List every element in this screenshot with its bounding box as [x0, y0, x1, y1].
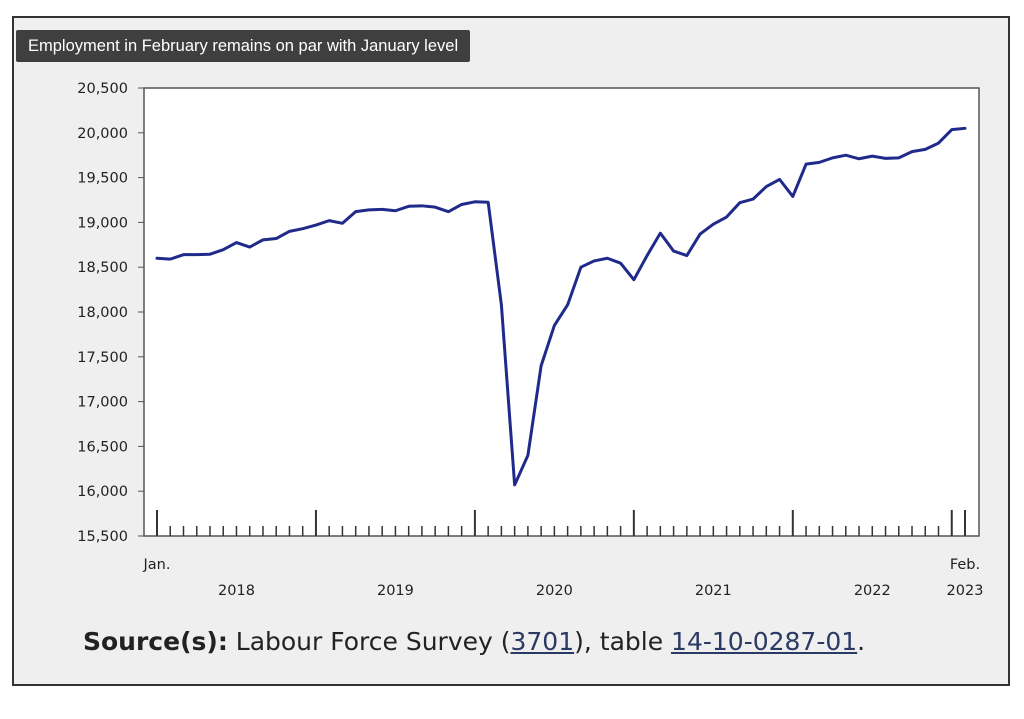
y-tick-label: 15,500 — [77, 529, 128, 545]
survey-link[interactable]: 3701 — [510, 627, 575, 656]
source-text-after: . — [857, 627, 866, 656]
x-axis — [156, 510, 966, 536]
x-year-label: 2018 — [218, 583, 255, 599]
y-tick-label: 17,500 — [77, 350, 128, 366]
y-tick-label: 18,500 — [77, 260, 128, 276]
x-year-label: 2022 — [854, 583, 891, 599]
y-tick-label: 20,500 — [77, 81, 128, 97]
source-line: Source(s): Labour Force Survey (3701), t… — [83, 622, 865, 662]
y-tick-label: 16,000 — [77, 484, 128, 500]
y-tick-label: 19,500 — [77, 171, 128, 187]
x-month-label: Feb. — [950, 557, 980, 573]
source-text-middle: ), table — [574, 627, 672, 656]
chart-title: Employment in February remains on par wi… — [16, 30, 471, 62]
table-link[interactable]: 14-10-0287-01 — [671, 627, 858, 656]
x-axis-labels: Jan. Feb. 2018 2019 2020 2021 2022 2023 — [143, 557, 984, 599]
source-text-before: Labour Force Survey ( — [235, 627, 511, 656]
y-tick-label: 17,000 — [77, 395, 128, 411]
y-tick-label: 19,000 — [77, 215, 128, 231]
y-tick-label: 20,000 — [77, 126, 128, 142]
plot-area — [143, 87, 980, 537]
x-year-label: 2020 — [536, 583, 573, 599]
x-year-label: 2023 — [947, 583, 984, 599]
source-label: Source(s): — [83, 627, 228, 656]
y-tick-label: 16,500 — [77, 439, 128, 455]
x-year-label: 2021 — [695, 583, 732, 599]
x-month-label: Jan. — [143, 557, 171, 573]
employment-series-line — [155, 126, 967, 487]
y-axis: 15,500 16,000 16,500 17,000 17,500 18,000 18,5… — [77, 81, 144, 545]
y-tick-label: 18,000 — [77, 305, 128, 321]
x-year-label: 2019 — [377, 583, 414, 599]
